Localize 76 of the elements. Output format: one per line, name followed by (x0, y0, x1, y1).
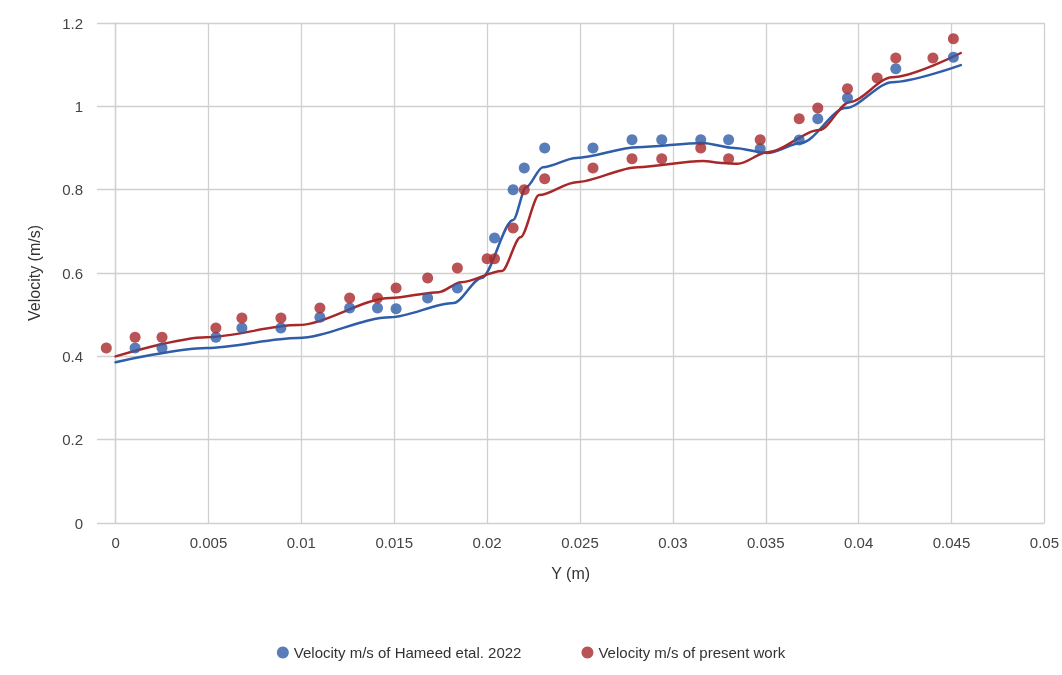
point (275, 312, 287, 324)
point (489, 232, 501, 244)
point (518, 162, 530, 174)
x-tick-label: 0.045 (932, 534, 971, 551)
y-tick-label: 0.4 (62, 347, 83, 365)
point (927, 52, 939, 64)
point (842, 83, 853, 95)
x-axis-title: Y (m) (551, 564, 591, 582)
point (626, 134, 638, 146)
point (793, 134, 805, 146)
point (626, 153, 638, 165)
point (812, 102, 824, 114)
point (129, 331, 141, 343)
x-tick-label: 0.04 (844, 534, 874, 551)
point (539, 173, 551, 185)
legend-label: Velocity m/s of Hameed etal. 2022 (293, 644, 522, 661)
x-tick-label: 0.02 (472, 534, 502, 551)
point (723, 153, 735, 165)
point (344, 292, 356, 304)
point (451, 282, 463, 294)
point (156, 331, 168, 343)
point (422, 292, 434, 304)
y-tick-label: 0.2 (62, 431, 83, 449)
point (754, 143, 766, 155)
x-tick-label: 0.015 (375, 534, 413, 551)
point (656, 153, 668, 165)
point (236, 322, 248, 334)
point (390, 303, 402, 315)
point (314, 311, 326, 323)
point (210, 322, 222, 334)
point (871, 72, 883, 84)
point (314, 302, 326, 314)
point (489, 253, 501, 265)
x-tick-label: 0.01 (286, 534, 316, 551)
x-tick-label: 0 (111, 534, 120, 551)
point (656, 134, 668, 146)
point (372, 292, 384, 304)
x-tick-label: 0.05 (1029, 534, 1059, 551)
point (890, 63, 902, 75)
point (390, 282, 402, 294)
point (422, 272, 434, 284)
x-tick-label: 0.03 (658, 534, 688, 551)
point (129, 342, 141, 354)
y-tick-label: 0.8 (62, 181, 83, 199)
point (156, 342, 168, 354)
y-tick-label: 0 (74, 514, 83, 532)
point (812, 113, 824, 125)
point (754, 134, 766, 146)
point (507, 222, 519, 234)
point (890, 52, 902, 64)
y-tick-label: 1.2 (62, 14, 83, 32)
legend-label: Velocity m/s of present work (598, 644, 786, 661)
point (236, 312, 248, 324)
point (723, 134, 735, 146)
point (793, 113, 805, 125)
point (507, 184, 519, 196)
point (344, 302, 356, 314)
y-axis-title: Velocity (m/s) (25, 224, 43, 322)
y-tick-label: 1 (74, 97, 83, 115)
point (539, 142, 551, 154)
x-tick-label: 0.025 (561, 534, 599, 551)
x-tick-label: 0.035 (746, 534, 785, 551)
x-tick-label: 0.005 (189, 534, 228, 551)
point (842, 92, 853, 104)
point (947, 51, 959, 63)
point (372, 302, 384, 314)
point (518, 184, 530, 196)
y-tick-label: 0.6 (62, 264, 83, 282)
point (451, 262, 463, 274)
point (275, 322, 287, 334)
point (695, 142, 707, 154)
point (587, 142, 599, 154)
point (587, 162, 599, 174)
point (210, 331, 222, 343)
point (947, 33, 959, 45)
point (100, 342, 112, 354)
